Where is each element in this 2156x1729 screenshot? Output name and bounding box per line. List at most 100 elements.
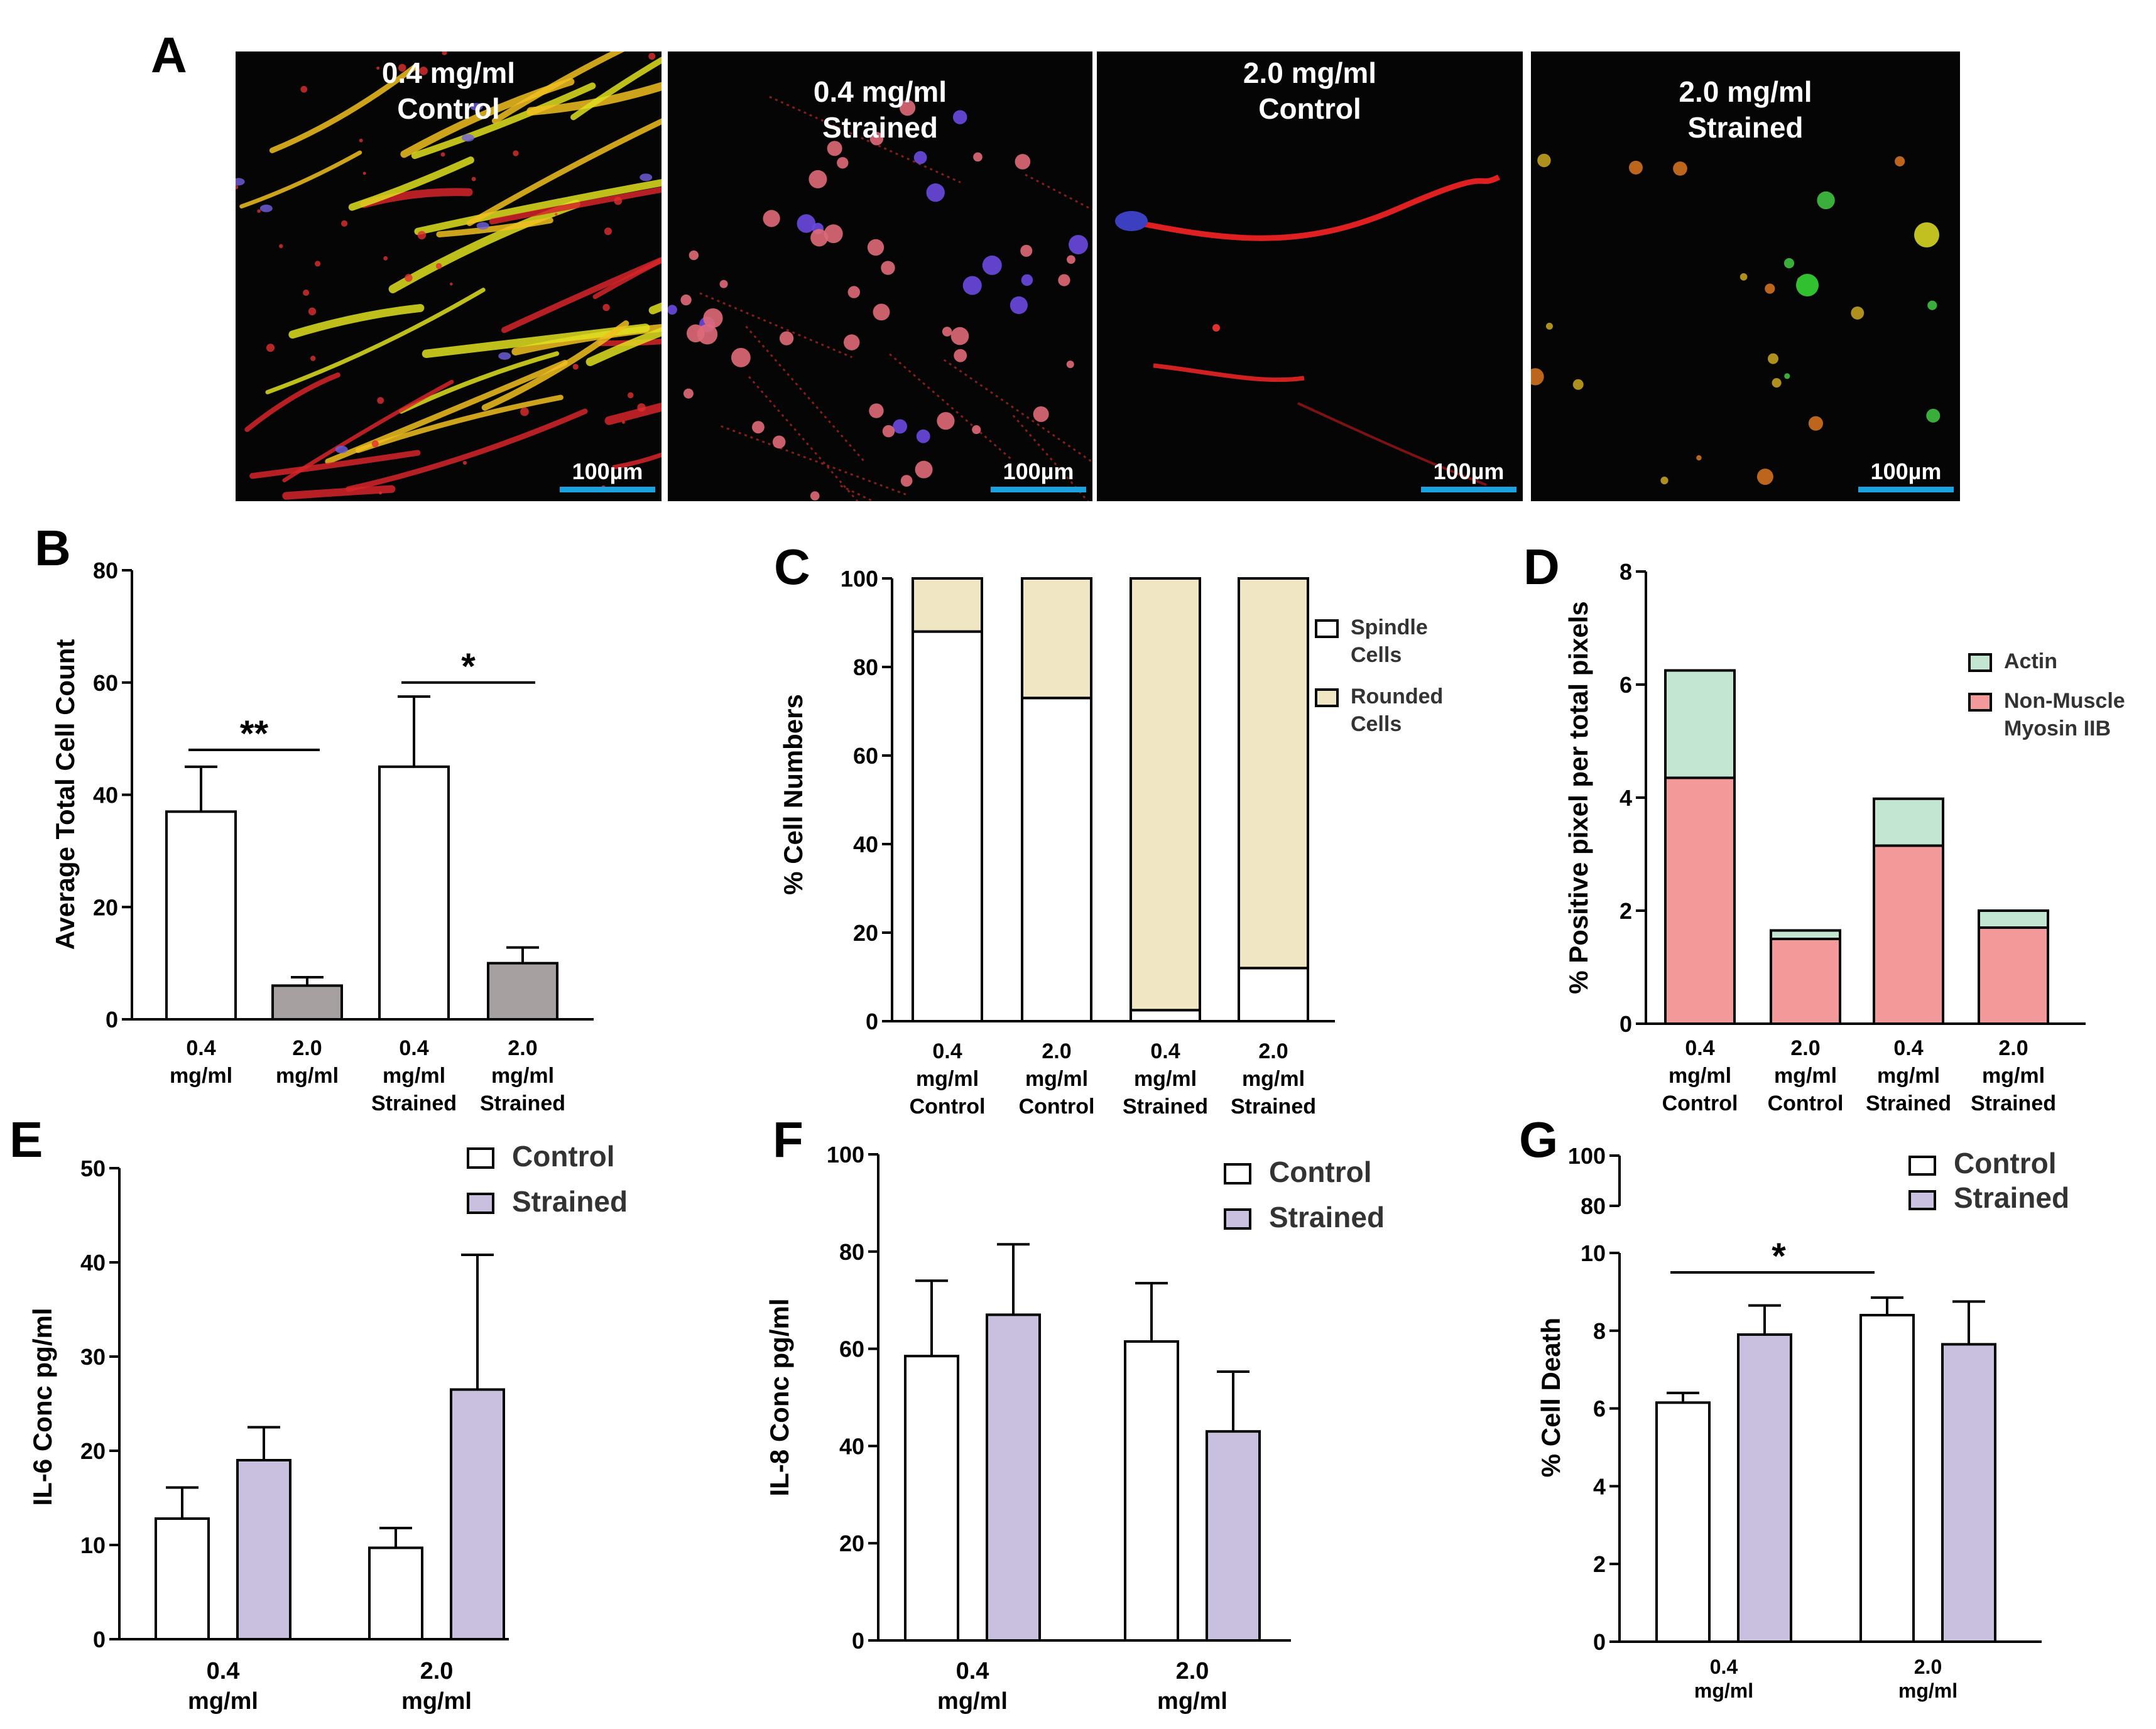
legend-label: Myosin IIB bbox=[2004, 717, 2111, 740]
cell-fragment-line bbox=[840, 485, 876, 501]
rounded-cell bbox=[827, 141, 842, 156]
x-category-label: 0.4 bbox=[186, 1036, 215, 1060]
cell-fragment-line bbox=[889, 353, 1011, 460]
x-category-label: mg/ml bbox=[1694, 1679, 1753, 1702]
legend-swatch bbox=[1968, 653, 1992, 672]
y-tick-label: 40 bbox=[80, 1250, 106, 1276]
y-tick-label: 6 bbox=[1620, 672, 1632, 698]
rounded-cell bbox=[763, 210, 780, 227]
x-category-label: Strained bbox=[1866, 1092, 1951, 1115]
micrograph-title-line1: 2.0 mg/ml bbox=[1679, 75, 1812, 108]
rounded-cell bbox=[847, 286, 861, 298]
y-tick-label: 100 bbox=[827, 1142, 864, 1168]
micrograph-title-line2: Strained bbox=[1687, 111, 1803, 144]
debris-dot bbox=[442, 51, 447, 55]
scale-bar bbox=[560, 487, 655, 492]
y-tick-label: 60 bbox=[93, 670, 118, 696]
rounded-cell bbox=[937, 412, 955, 430]
rounded-cell bbox=[752, 421, 765, 434]
y-tick-label: 10 bbox=[1581, 1240, 1606, 1266]
y-tick-label: 6 bbox=[1593, 1396, 1606, 1422]
legend-swatch bbox=[1224, 1208, 1251, 1230]
cell-fiber bbox=[481, 320, 629, 411]
spindle-cell bbox=[1121, 174, 1501, 241]
y-tick-label: 4 bbox=[1593, 1473, 1606, 1499]
rounded-cell bbox=[1783, 257, 1795, 269]
cell-fiber bbox=[411, 82, 596, 160]
legend-label: Control bbox=[1269, 1156, 1372, 1188]
rounded-cell bbox=[1058, 274, 1070, 286]
rounded-cell bbox=[962, 276, 982, 295]
cell-fiber bbox=[288, 304, 425, 339]
y-tick-label: 80 bbox=[93, 558, 118, 583]
rounded-cell bbox=[1696, 455, 1702, 461]
rounded-cell bbox=[954, 349, 967, 362]
debris-dot bbox=[604, 227, 612, 236]
legend-label: Control bbox=[1954, 1147, 2057, 1179]
x-category-label: 0.4 bbox=[1893, 1036, 1923, 1060]
bar bbox=[1655, 1401, 1711, 1643]
debris-dot bbox=[513, 150, 519, 156]
rounded-cell bbox=[1784, 373, 1790, 379]
debris-dot bbox=[300, 85, 308, 93]
rounded-cell bbox=[916, 429, 930, 443]
rounded-cell bbox=[869, 403, 884, 418]
panel-letter-c: C bbox=[774, 539, 810, 595]
micrograph-title-line2: Strained bbox=[822, 111, 938, 144]
rounded-cell bbox=[942, 327, 952, 337]
rounded-cell bbox=[1628, 160, 1643, 175]
panel-letter-b: B bbox=[35, 520, 71, 576]
x-category-label: mg/ml bbox=[1157, 1688, 1228, 1715]
rounded-cell bbox=[683, 388, 694, 399]
x-category-label: Control bbox=[1662, 1092, 1738, 1115]
bar-segment bbox=[1770, 929, 1841, 940]
rounded-cell bbox=[926, 183, 945, 202]
y-tick-label: 0 bbox=[106, 1007, 118, 1033]
rounded-cell bbox=[1033, 406, 1049, 422]
cell-fiber bbox=[491, 51, 625, 124]
debris-dot bbox=[379, 491, 382, 495]
micrograph-background bbox=[236, 51, 662, 501]
bar-segment bbox=[1664, 776, 1736, 1025]
debris-dot bbox=[637, 403, 646, 412]
debris-dot bbox=[376, 67, 380, 70]
cell-fiber bbox=[239, 150, 362, 209]
x-category-label: Strained bbox=[371, 1092, 457, 1115]
rounded-cell bbox=[1069, 235, 1088, 254]
rounded-cell bbox=[973, 152, 983, 162]
rounded-cell bbox=[882, 425, 895, 438]
scale-bar-label: 100µm bbox=[1871, 458, 1942, 484]
debris-dot bbox=[572, 364, 579, 370]
cell-fiber bbox=[466, 118, 662, 226]
rounded-cell bbox=[1010, 296, 1028, 315]
legend-swatch bbox=[1224, 1163, 1251, 1184]
legend-swatch bbox=[1315, 688, 1339, 707]
rounded-cell bbox=[982, 255, 1002, 275]
debris-dot bbox=[308, 307, 317, 316]
nucleus bbox=[498, 352, 511, 360]
y-tick-label: 10 bbox=[80, 1532, 106, 1558]
x-category-label: mg/ml bbox=[1877, 1064, 1940, 1088]
x-category-label: Strained bbox=[1123, 1095, 1208, 1119]
debris-dot bbox=[648, 53, 656, 60]
x-category-label: mg/ml bbox=[916, 1067, 979, 1091]
rounded-cell bbox=[1660, 476, 1669, 485]
rounded-cell bbox=[1021, 274, 1033, 286]
debris-dot bbox=[362, 171, 366, 175]
debris-dot bbox=[315, 261, 321, 267]
rounded-cell bbox=[1673, 161, 1687, 176]
rounded-cell bbox=[1572, 379, 1584, 390]
rounded-cell bbox=[1927, 300, 1937, 310]
bar-segment bbox=[912, 630, 983, 1022]
bar bbox=[236, 1459, 291, 1640]
bar-segment bbox=[1978, 926, 2049, 1025]
cell-fragment-line bbox=[943, 359, 1092, 463]
bar bbox=[165, 810, 237, 1021]
legend-label: Spindle bbox=[1351, 615, 1428, 639]
rounded-cell bbox=[1066, 360, 1074, 369]
x-category-label: 2.0 bbox=[1042, 1039, 1071, 1063]
rounded-cell bbox=[1895, 156, 1905, 166]
scale-bar-label: 100µm bbox=[1434, 458, 1505, 484]
cell-fiber bbox=[282, 379, 454, 483]
